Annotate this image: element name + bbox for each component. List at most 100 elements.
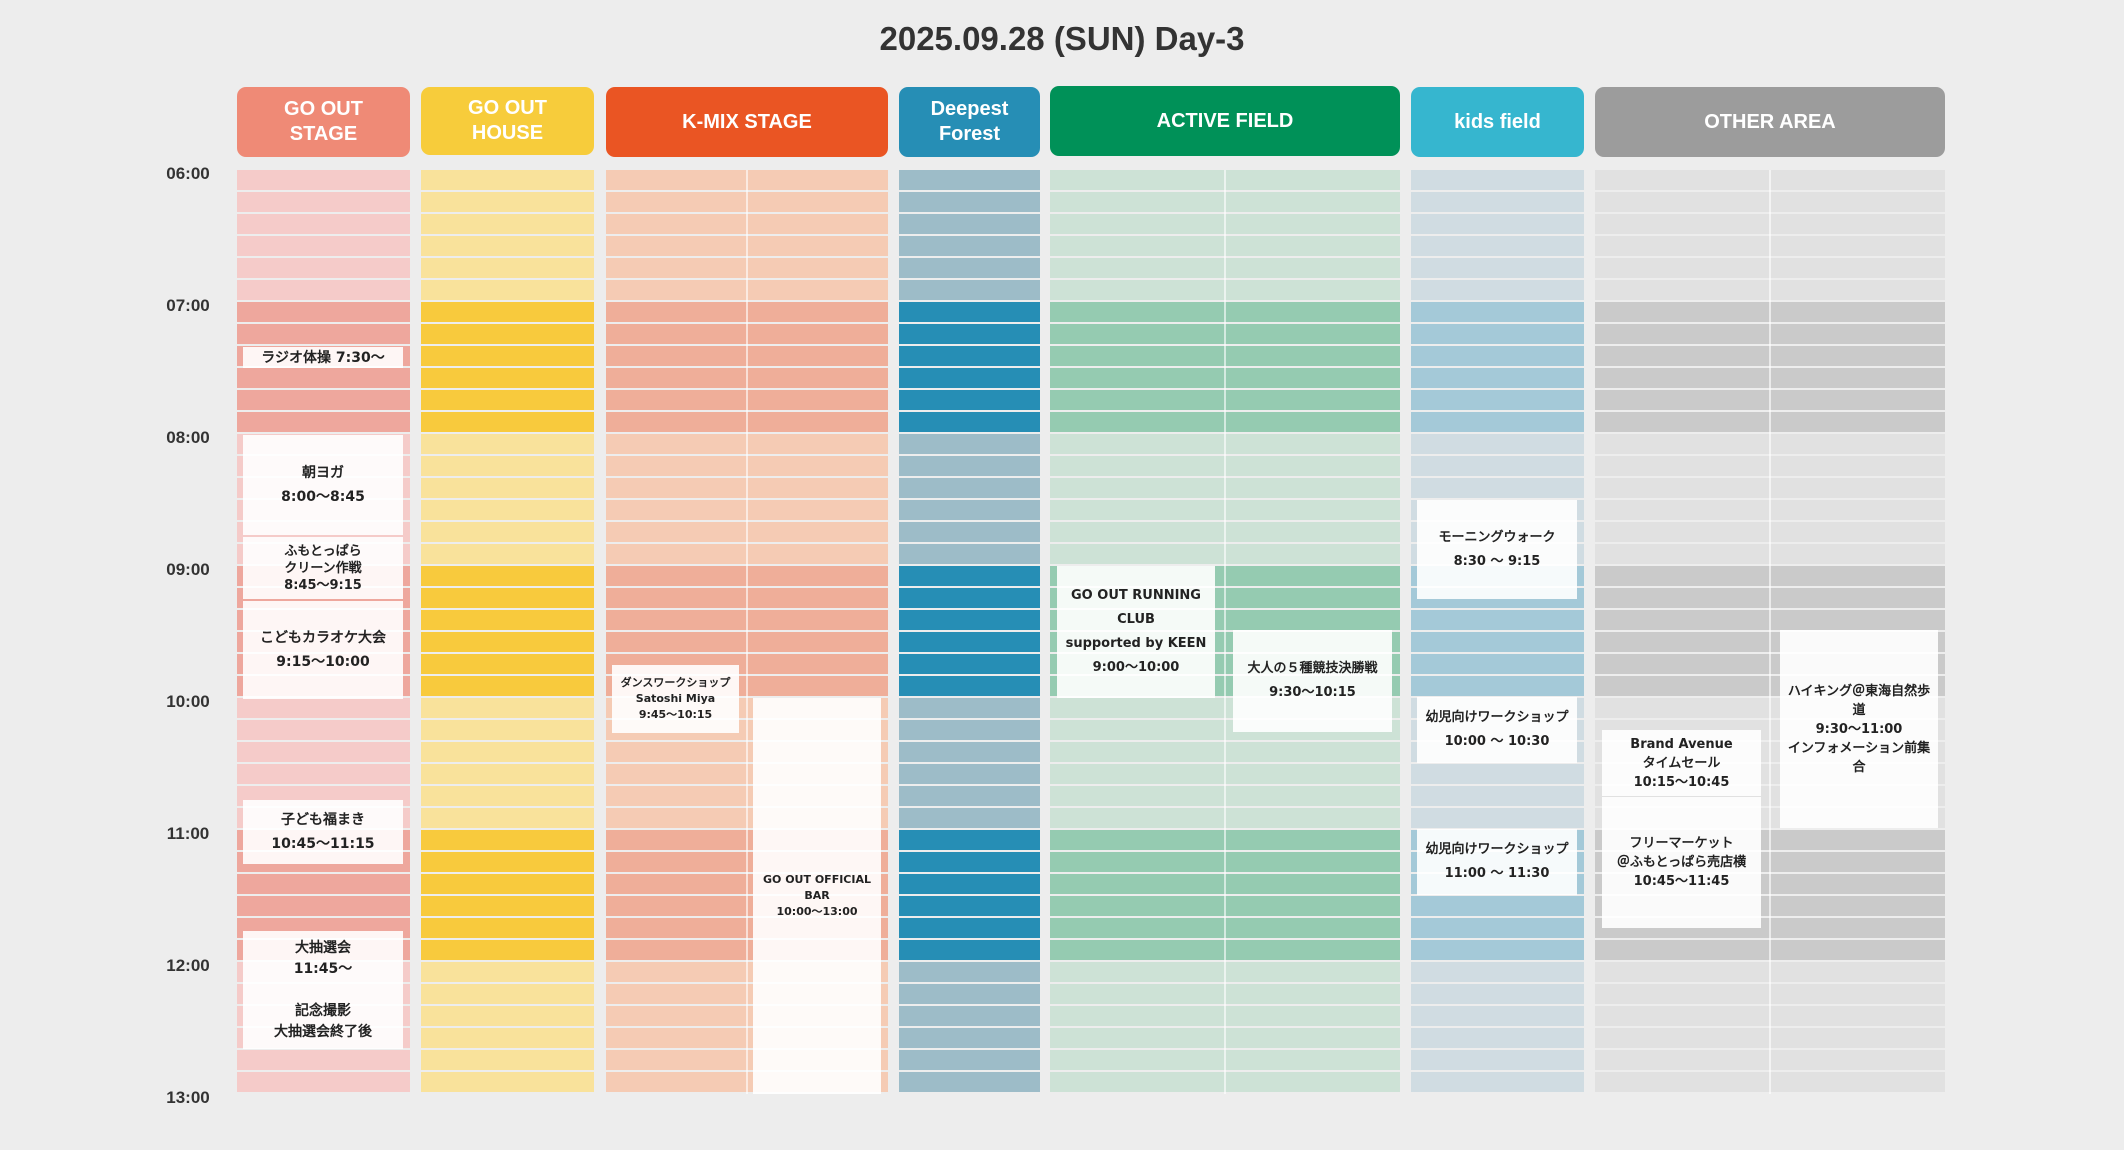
time-slot: [1411, 1006, 1584, 1026]
time-slot: [421, 324, 594, 344]
column-divider: [1769, 170, 1771, 1094]
time-slot: [421, 236, 594, 256]
time-slot: [899, 676, 1040, 696]
column-divider: [1224, 170, 1226, 1094]
time-slot: [421, 918, 594, 938]
column-deepest-forest: [899, 170, 1040, 1094]
time-slot: [1411, 412, 1584, 432]
time-slot: [899, 368, 1040, 388]
event-morning-walk[interactable]: モーニングウォーク 8:30 〜 9:15: [1417, 500, 1577, 599]
time-slot: [1411, 1050, 1584, 1070]
event-brand-avenue[interactable]: Brand Avenue タイムセール 10:15〜10:45: [1602, 730, 1761, 796]
header-active-field: ACTIVE FIELD: [1050, 86, 1400, 156]
time-slot: [899, 500, 1040, 520]
time-slot: [1411, 764, 1584, 784]
event-asa-yoga[interactable]: 朝ヨガ 8:00〜8:45: [243, 435, 403, 535]
event-hiking[interactable]: ハイキング＠東海自然歩道 9:30〜11:00 インフォメーション前集合: [1780, 630, 1938, 828]
time-slot: [899, 412, 1040, 432]
time-slot: [899, 654, 1040, 674]
time-label: 06:00: [166, 164, 210, 183]
event-dance-workshop[interactable]: ダンスワークショップ Satoshi Miya 9:45〜10:15: [612, 665, 739, 733]
time-slot: [237, 302, 410, 322]
time-slot: [237, 236, 410, 256]
time-slot: [899, 1028, 1040, 1048]
time-slot: [1411, 610, 1584, 630]
event-clean-sakusen[interactable]: ふもとっぱら クリーン作戦 8:45〜9:15: [243, 537, 403, 599]
time-slot: [237, 280, 410, 300]
time-slot: [237, 874, 410, 894]
event-youji-workshop-2[interactable]: 幼児向けワークショップ 11:00 〜 11:30: [1417, 829, 1577, 895]
time-slot: [421, 566, 594, 586]
event-running-club[interactable]: GO OUT RUNNING CLUB supported by KEEN 9:…: [1057, 566, 1215, 698]
time-slot: [1411, 456, 1584, 476]
time-slot: [899, 962, 1040, 982]
time-slot: [1411, 1028, 1584, 1048]
time-slot: [1411, 962, 1584, 982]
time-slot: [899, 984, 1040, 1004]
time-slot: [421, 984, 594, 1004]
event-otona-kessho[interactable]: 大人の５種競技決勝戦 9:30〜10:15: [1233, 630, 1392, 732]
event-kodomo-fukumaki[interactable]: 子ども福まき 10:45〜11:15: [243, 800, 403, 864]
time-slot: [1411, 170, 1584, 190]
time-slot: [421, 258, 594, 278]
time-label: 10:00: [166, 692, 210, 711]
time-slot: [1411, 236, 1584, 256]
time-slot: [1411, 786, 1584, 806]
time-slot: [421, 808, 594, 828]
time-slot: [899, 764, 1040, 784]
time-slot: [421, 522, 594, 542]
column-kids-field: [1411, 170, 1584, 1094]
time-slot: [899, 302, 1040, 322]
event-daichusenkai[interactable]: 大抽選会 11:45〜 記念撮影 大抽選会終了後: [243, 931, 403, 1049]
time-slot: [421, 544, 594, 564]
time-slot: [1411, 214, 1584, 234]
time-slot: [899, 1006, 1040, 1026]
event-flea-market[interactable]: フリーマーケット ＠ふもとっぱら売店横 10:45〜11:45: [1602, 797, 1761, 928]
time-slot: [1411, 346, 1584, 366]
time-slot: [1411, 896, 1584, 916]
time-slot: [899, 192, 1040, 212]
time-slot: [1411, 192, 1584, 212]
time-slot: [237, 368, 410, 388]
time-slot: [899, 170, 1040, 190]
time-slot: [899, 258, 1040, 278]
time-label: 13:00: [166, 1088, 210, 1107]
time-slot: [899, 588, 1040, 608]
time-slot: [421, 1050, 594, 1070]
time-slot: [1411, 676, 1584, 696]
time-slot: [899, 742, 1040, 762]
time-slot: [899, 896, 1040, 916]
time-slot: [421, 280, 594, 300]
time-slot: [237, 192, 410, 212]
time-slot: [421, 588, 594, 608]
time-slot: [421, 742, 594, 762]
time-slot: [237, 720, 410, 740]
time-slot: [899, 566, 1040, 586]
event-radio-taiso[interactable]: ラジオ体操 7:30〜: [243, 347, 403, 368]
time-slot: [421, 192, 594, 212]
event-youji-workshop-1[interactable]: 幼児向けワークショップ 10:00 〜 10:30: [1417, 697, 1577, 763]
time-slot: [421, 654, 594, 674]
header-deepest-forest: Deepest Forest: [899, 87, 1040, 157]
time-slot: [421, 764, 594, 784]
header-kids-field: kids field: [1411, 87, 1584, 157]
time-slot: [899, 940, 1040, 960]
time-slot: [421, 720, 594, 740]
event-official-bar[interactable]: GO OUT OFFICIAL BAR 10:00〜13:00: [753, 698, 881, 1094]
time-slot: [421, 390, 594, 410]
time-slot: [421, 346, 594, 366]
event-kodomo-karaoke[interactable]: こどもカラオケ大会 9:15〜10:00: [243, 601, 403, 699]
time-slot: [899, 236, 1040, 256]
time-slot: [1411, 940, 1584, 960]
time-slot: [899, 632, 1040, 652]
time-slot: [237, 170, 410, 190]
time-slot: [421, 632, 594, 652]
time-slot: [1411, 1072, 1584, 1092]
time-slot: [1411, 258, 1584, 278]
time-slot: [899, 852, 1040, 872]
time-slot: [899, 918, 1040, 938]
time-slot: [421, 676, 594, 696]
time-slot: [421, 412, 594, 432]
time-slot: [899, 1050, 1040, 1070]
time-label: 11:00: [166, 824, 210, 843]
